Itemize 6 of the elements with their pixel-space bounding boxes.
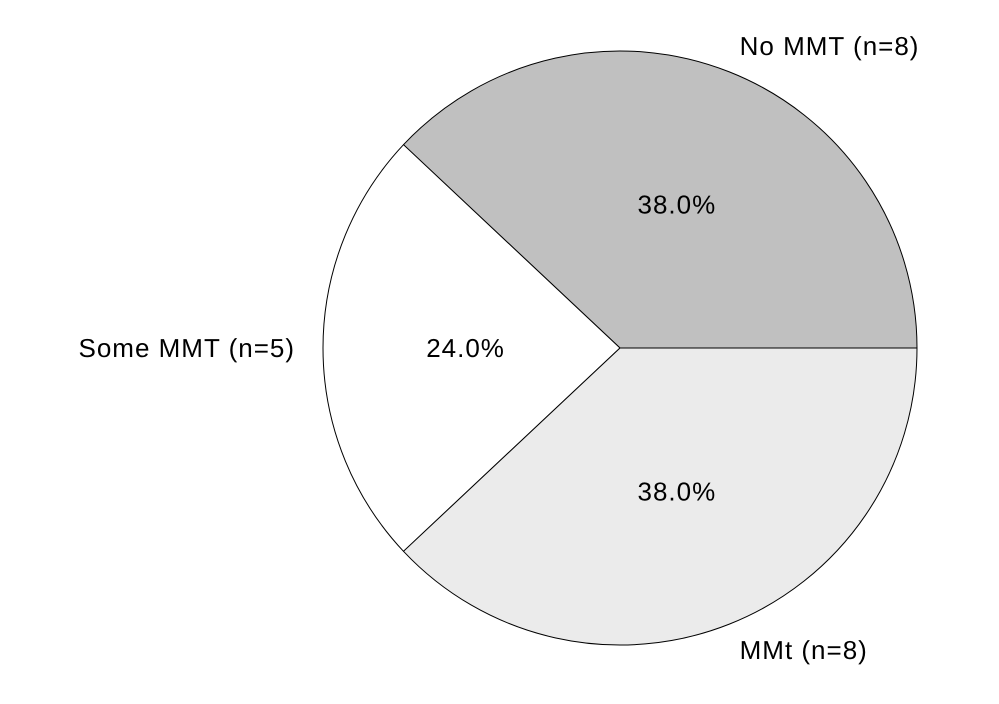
data-label: 38.0%	[637, 476, 716, 507]
slice-label: Some MMT (n=5)	[78, 333, 295, 363]
slice-label: No MMT (n=8)	[740, 30, 920, 61]
data-label: 24.0%	[426, 333, 505, 363]
data-label: 38.0%	[637, 189, 716, 220]
slice-label: MMt (n=8)	[740, 635, 868, 666]
